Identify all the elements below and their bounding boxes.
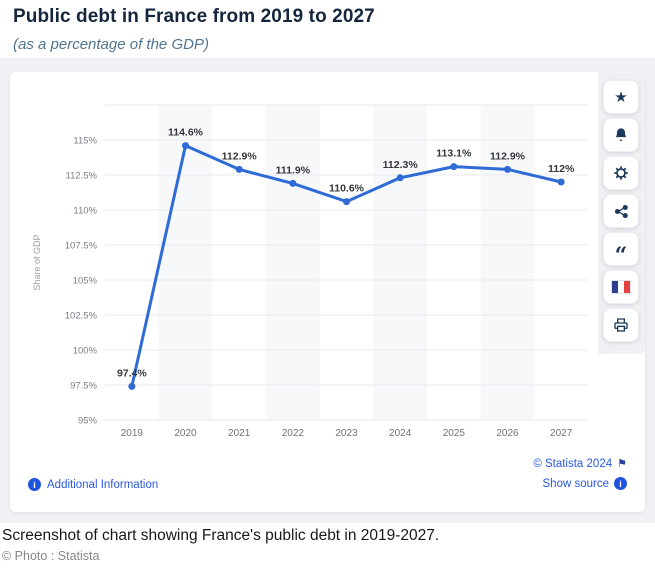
chart-toolbar: ★ “ [603, 80, 641, 342]
gear-icon [614, 166, 628, 180]
data-point[interactable] [504, 165, 511, 173]
language-button[interactable] [603, 270, 639, 304]
y-tick-label: 107.5% [65, 241, 98, 252]
plot-band [373, 105, 427, 420]
copyright-label: © Statista 2024 [533, 458, 613, 470]
y-tick-label: 110% [73, 206, 97, 217]
y-tick-label: 105% [73, 276, 98, 287]
share-icon [614, 204, 628, 218]
data-point[interactable] [396, 174, 404, 182]
data-label: 113.1% [436, 148, 472, 160]
data-label: 114.6% [168, 127, 204, 139]
data-point[interactable] [235, 165, 243, 173]
data-label: 97.4% [117, 367, 147, 379]
x-tick-label: 2021 [228, 428, 251, 439]
info-icon: i [614, 477, 627, 490]
photo-credit: © Photo : Statista [2, 549, 100, 563]
x-tick-label: 2025 [443, 428, 466, 439]
print-button[interactable] [603, 308, 639, 342]
page-subtitle: (as a percentage of the GDP) [13, 36, 209, 53]
x-tick-label: 2024 [389, 428, 412, 439]
settings-button[interactable] [603, 156, 639, 190]
info-icon: i [28, 478, 41, 491]
source-block: © Statista 2024 ⚑ Show source i [533, 458, 627, 497]
data-point[interactable] [343, 198, 350, 206]
printer-icon [614, 318, 628, 332]
y-tick-label: 115% [73, 136, 97, 147]
y-tick-label: 112.5% [65, 171, 97, 182]
data-label: 111.9% [276, 164, 311, 176]
data-label: 110.6% [329, 183, 365, 195]
screenshot-caption: Screenshot of chart showing France's pub… [2, 527, 440, 544]
x-tick-label: 2019 [121, 428, 144, 439]
y-tick-label: 95% [78, 416, 98, 427]
data-point[interactable] [450, 163, 458, 171]
data-label: 112% [548, 163, 575, 175]
data-point[interactable] [557, 178, 565, 186]
data-point[interactable] [289, 179, 297, 187]
favorite-button[interactable]: ★ [603, 80, 639, 114]
y-tick-label: 102.5% [65, 311, 98, 322]
x-tick-label: 2026 [496, 428, 519, 439]
y-axis-title: Share of GDP [32, 234, 42, 290]
y-tick-label: 97.5% [70, 381, 97, 392]
additional-information-label: Additional Information [47, 478, 159, 491]
cite-button[interactable]: “ [603, 232, 639, 267]
x-tick-label: 2023 [335, 428, 358, 439]
line-chart: 95% 97.5% 100% 102.5% 105% 107.5% 110% 112.5% 11… [32, 104, 588, 439]
page-title: Public debt in France from 2019 to 2027 [13, 6, 375, 27]
show-source-link[interactable]: Show source i [533, 477, 627, 490]
data-point[interactable] [128, 382, 136, 390]
french-flag-icon [611, 280, 631, 294]
show-source-label: Show source [542, 477, 609, 490]
statista-copyright-link[interactable]: © Statista 2024 ⚑ [533, 458, 627, 470]
data-label: 112.9% [490, 150, 526, 162]
data-point[interactable] [182, 142, 189, 150]
plot-band [480, 105, 535, 420]
data-label: 112.3% [383, 159, 419, 171]
star-icon: ★ [614, 88, 628, 106]
data-label: 112.9% [222, 150, 258, 162]
additional-information-link[interactable]: i Additional Information [28, 478, 158, 491]
plot-band [266, 105, 320, 420]
share-button[interactable] [603, 194, 639, 228]
x-tick-label: 2020 [174, 428, 197, 439]
statista-flag-icon: ⚑ [617, 457, 627, 470]
x-tick-label: 2027 [550, 428, 573, 439]
plot-band [158, 105, 213, 420]
bell-icon [615, 128, 627, 141]
alert-button[interactable] [603, 118, 639, 152]
x-tick-label: 2022 [282, 428, 305, 439]
chart-card: 95% 97.5% 100% 102.5% 105% 107.5% 110% 112.5% 11… [10, 72, 645, 512]
y-tick-label: 100% [73, 346, 98, 357]
